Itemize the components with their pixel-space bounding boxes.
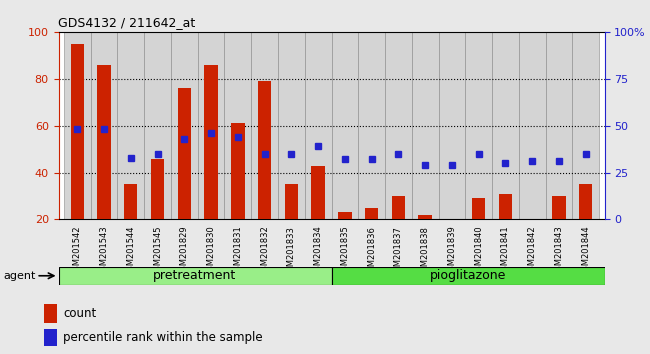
Bar	[144, 32, 171, 219]
Bar	[385, 32, 412, 219]
Bar	[439, 32, 465, 219]
Bar	[519, 32, 545, 219]
Bar	[332, 32, 358, 219]
Bar	[499, 194, 512, 219]
Bar	[258, 81, 271, 219]
Bar	[465, 32, 492, 219]
Bar	[124, 184, 137, 219]
Bar	[472, 198, 486, 219]
Bar	[392, 196, 405, 219]
Bar	[71, 44, 84, 219]
Bar	[64, 32, 90, 219]
Text: pretreatment: pretreatment	[153, 269, 237, 282]
Bar	[204, 65, 218, 219]
Text: GDS4132 / 211642_at: GDS4132 / 211642_at	[58, 16, 196, 29]
Bar	[98, 65, 111, 219]
Bar	[365, 208, 378, 219]
Bar	[118, 32, 144, 219]
Bar	[419, 215, 432, 219]
Bar	[285, 184, 298, 219]
Text: percentile rank within the sample: percentile rank within the sample	[63, 331, 263, 344]
Text: agent: agent	[3, 271, 35, 281]
Bar	[58, 267, 332, 285]
Bar	[358, 32, 385, 219]
Bar	[579, 184, 592, 219]
Bar	[545, 32, 573, 219]
Bar	[171, 32, 198, 219]
Bar	[552, 196, 566, 219]
Bar	[44, 304, 57, 323]
Bar	[231, 123, 244, 219]
Bar	[311, 166, 325, 219]
Bar	[305, 32, 332, 219]
Bar	[198, 32, 224, 219]
Bar	[90, 32, 118, 219]
Bar	[151, 159, 164, 219]
Bar	[492, 32, 519, 219]
Bar	[278, 32, 305, 219]
Text: count: count	[63, 307, 96, 320]
Bar	[338, 212, 352, 219]
Bar	[251, 32, 278, 219]
Bar	[573, 32, 599, 219]
Bar	[224, 32, 251, 219]
Bar	[332, 267, 604, 285]
Bar	[412, 32, 439, 219]
Text: pioglitazone: pioglitazone	[430, 269, 506, 282]
Bar	[44, 329, 57, 347]
Bar	[177, 88, 191, 219]
